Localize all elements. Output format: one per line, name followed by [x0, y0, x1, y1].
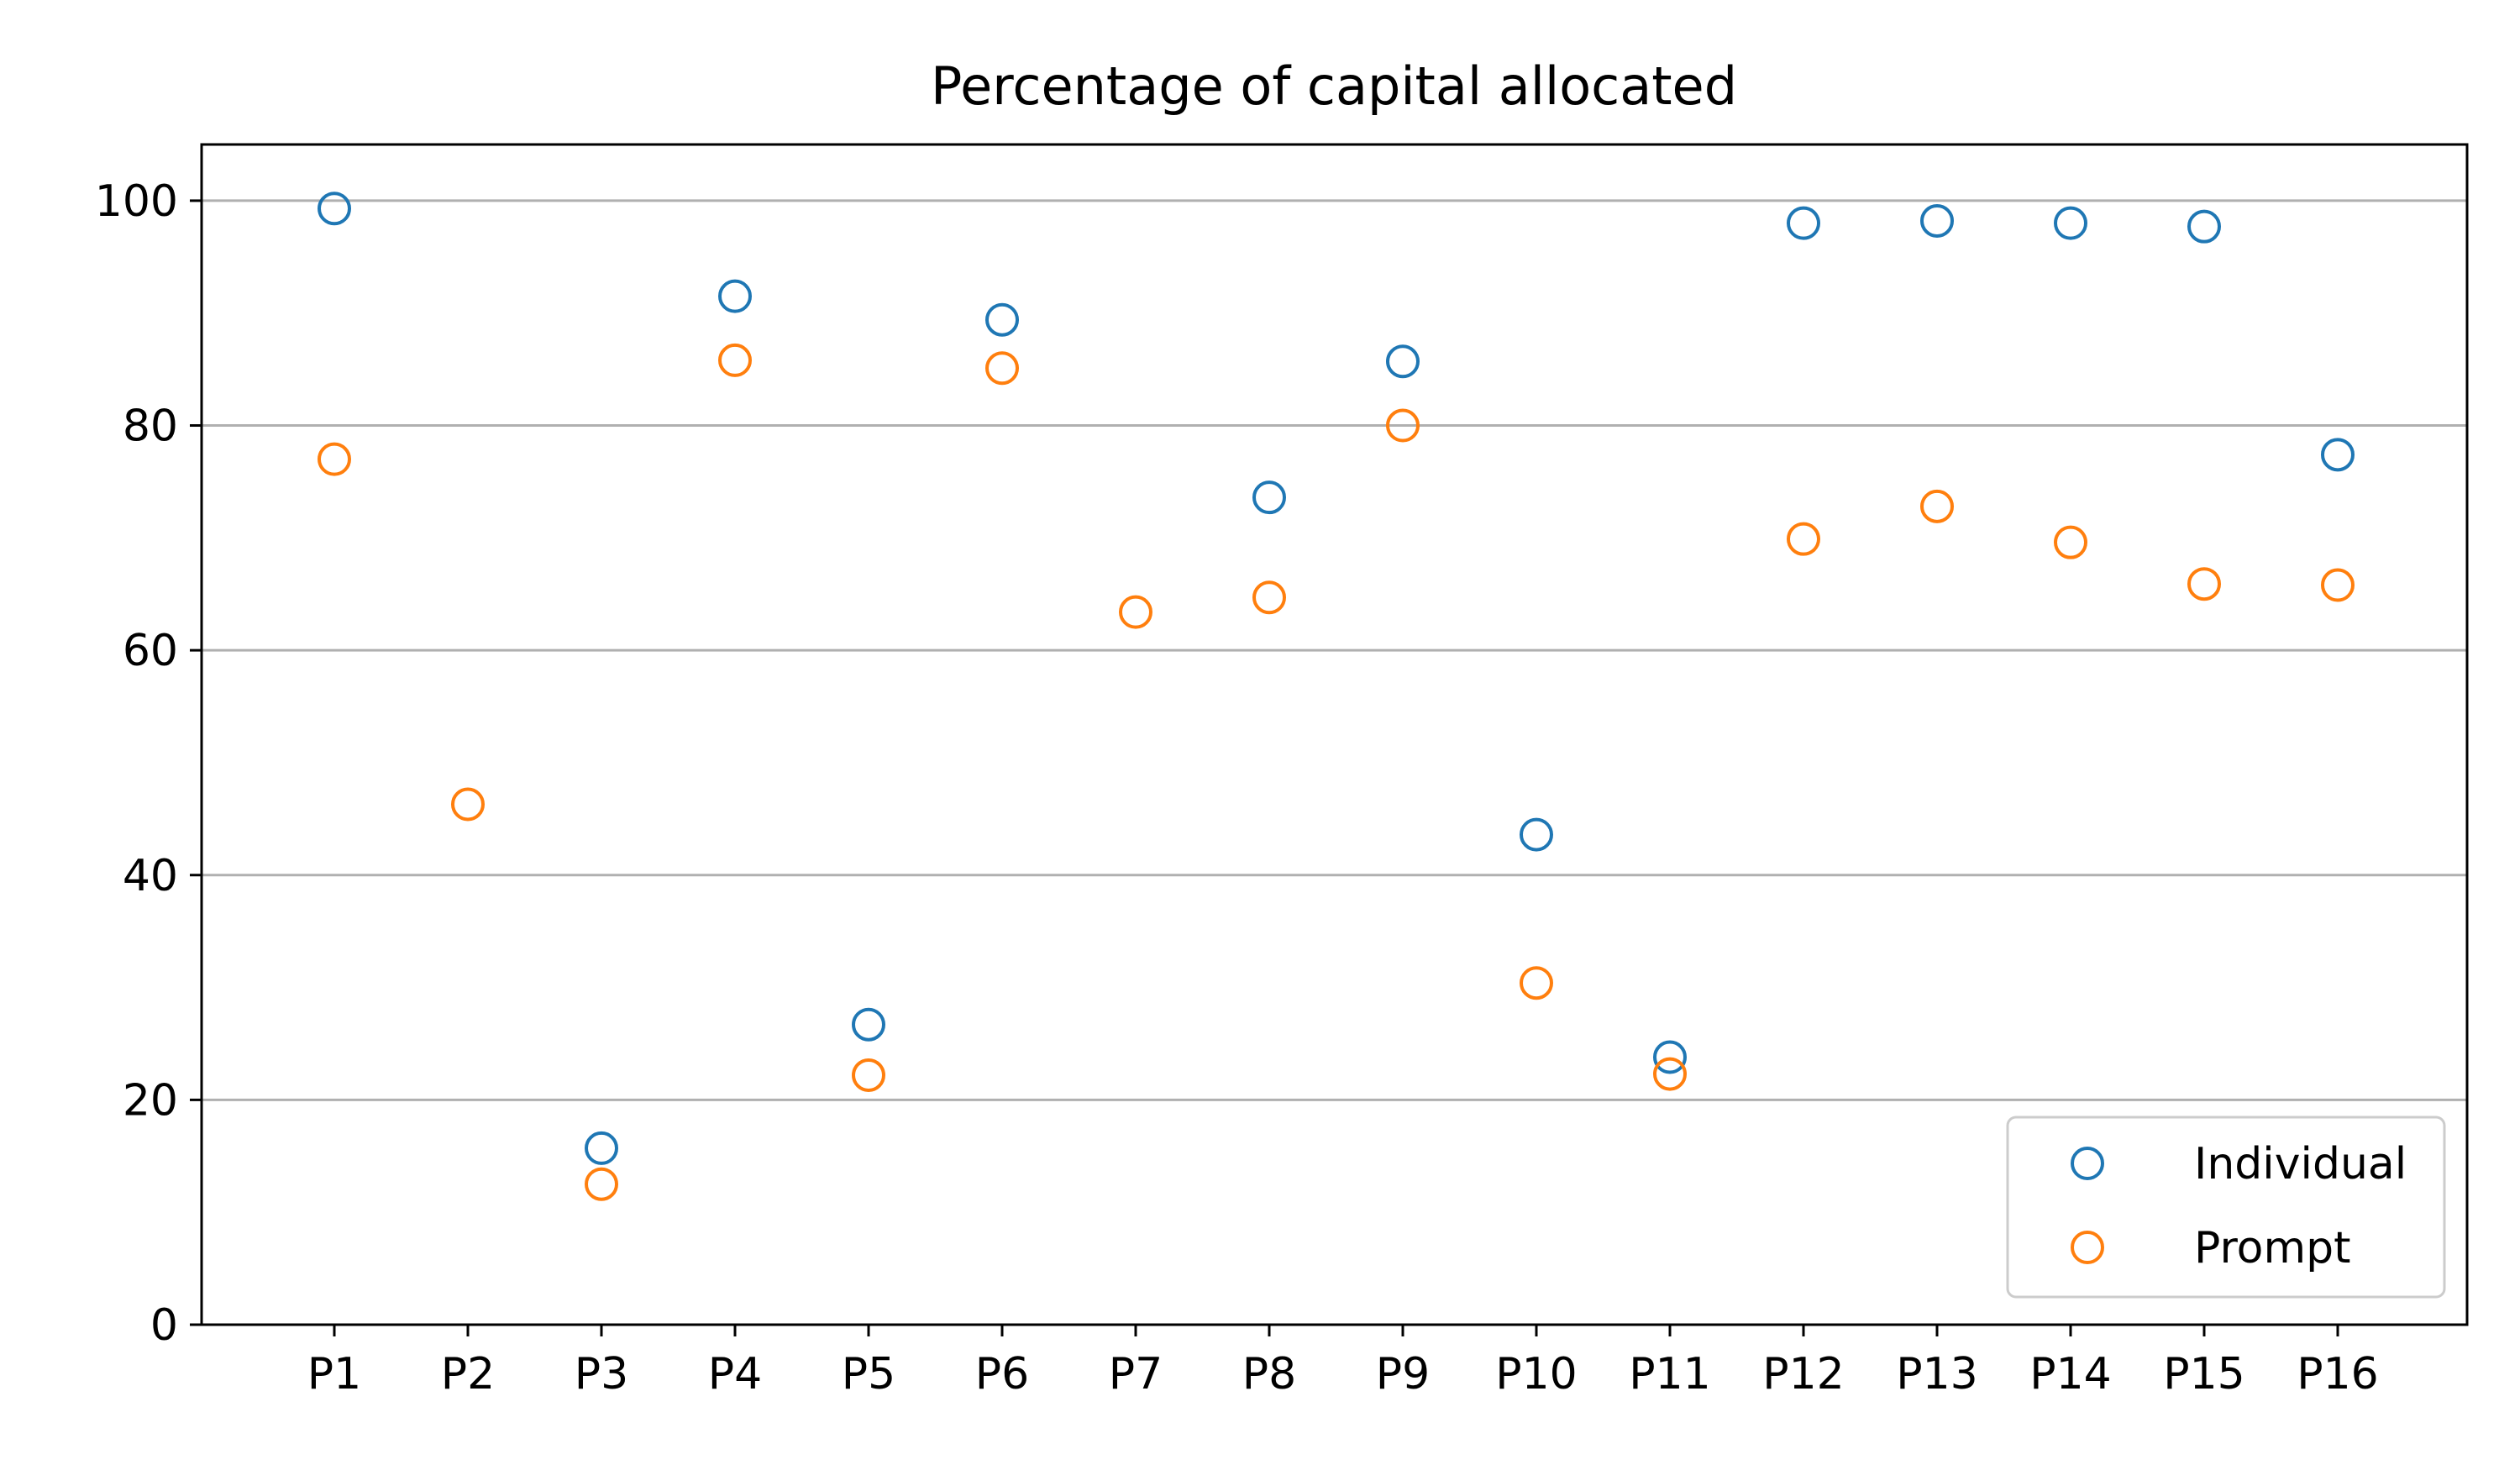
data-point-prompt	[1252, 580, 1286, 615]
x-tick-label: P11	[1629, 1349, 1711, 1399]
x-tick-label: P2	[441, 1349, 495, 1399]
x-tick-label: P6	[975, 1349, 1029, 1399]
data-point-prompt	[852, 1058, 885, 1092]
data-points	[318, 192, 2355, 1201]
data-point-prompt	[1119, 595, 1152, 629]
x-tick-label: P15	[2163, 1349, 2245, 1399]
y-tick-label: 80	[123, 402, 178, 452]
data-point-prompt	[985, 351, 1019, 386]
data-point-individual	[1386, 344, 1420, 379]
data-point-individual	[2054, 206, 2087, 240]
legend-label: Prompt	[2194, 1223, 2351, 1273]
x-tick-label: P10	[1495, 1349, 1578, 1399]
x-tick-label: P9	[1376, 1349, 1430, 1399]
y-tick-label: 100	[95, 176, 178, 227]
x-tick-label: P3	[575, 1349, 628, 1399]
plot-frame	[200, 143, 2469, 1326]
x-tick-label: P13	[1896, 1349, 1978, 1399]
data-point-prompt	[1787, 522, 1820, 556]
x-tick-label: P1	[307, 1349, 361, 1399]
legend: Individual Prompt	[2006, 1116, 2446, 1299]
y-tick-label: 20	[123, 1075, 178, 1126]
legend-label: Individual	[2194, 1139, 2407, 1189]
data-point-individual	[1920, 203, 1954, 238]
data-point-prompt	[1386, 408, 1420, 443]
x-tick-label: P4	[708, 1349, 762, 1399]
data-point-prompt	[451, 787, 485, 822]
data-point-individual	[985, 302, 1019, 337]
x-tick-label: P12	[1762, 1349, 1845, 1399]
y-tick-label: 0	[150, 1300, 178, 1351]
data-point-individual	[852, 1007, 885, 1042]
data-point-individual	[2321, 438, 2355, 472]
x-tick-label: P16	[2297, 1349, 2379, 1399]
data-point-prompt	[585, 1167, 618, 1201]
data-point-individual	[2187, 209, 2221, 244]
y-tick-label: 40	[123, 851, 178, 901]
x-tick-label: P7	[1109, 1349, 1163, 1399]
data-point-prompt	[1920, 489, 1954, 523]
data-point-prompt	[718, 343, 752, 377]
data-point-individual	[585, 1131, 618, 1165]
axes: 0 20 40 60 80 100 P1 P2 P3 P4 P5 P6 P7 P8 P9 P10 P11 P12 P…	[95, 143, 2469, 1399]
legend-marker	[2071, 1147, 2104, 1180]
grid-lines	[202, 199, 2467, 1101]
data-point-individual	[318, 192, 351, 226]
data-point-prompt	[1653, 1057, 1687, 1091]
data-point-individual	[1787, 206, 1820, 240]
data-point-prompt	[2187, 567, 2221, 601]
data-point-prompt	[2321, 568, 2355, 602]
x-tick-label: P14	[2029, 1349, 2112, 1399]
x-tick-label: P5	[842, 1349, 895, 1399]
data-point-individual	[718, 279, 752, 313]
data-point-individual	[1520, 817, 1553, 852]
legend-box	[2006, 1116, 2446, 1299]
data-point-prompt	[2054, 525, 2087, 559]
chart-title: Percentage of capital allocated	[931, 55, 1737, 117]
x-tick-label: P8	[1242, 1349, 1296, 1399]
data-point-prompt	[1520, 966, 1553, 1000]
legend-marker	[2071, 1231, 2104, 1264]
y-tick-label: 60	[123, 626, 178, 676]
data-point-individual	[1252, 480, 1286, 515]
data-point-prompt	[318, 442, 351, 476]
data-point-individual	[1653, 1040, 1687, 1074]
